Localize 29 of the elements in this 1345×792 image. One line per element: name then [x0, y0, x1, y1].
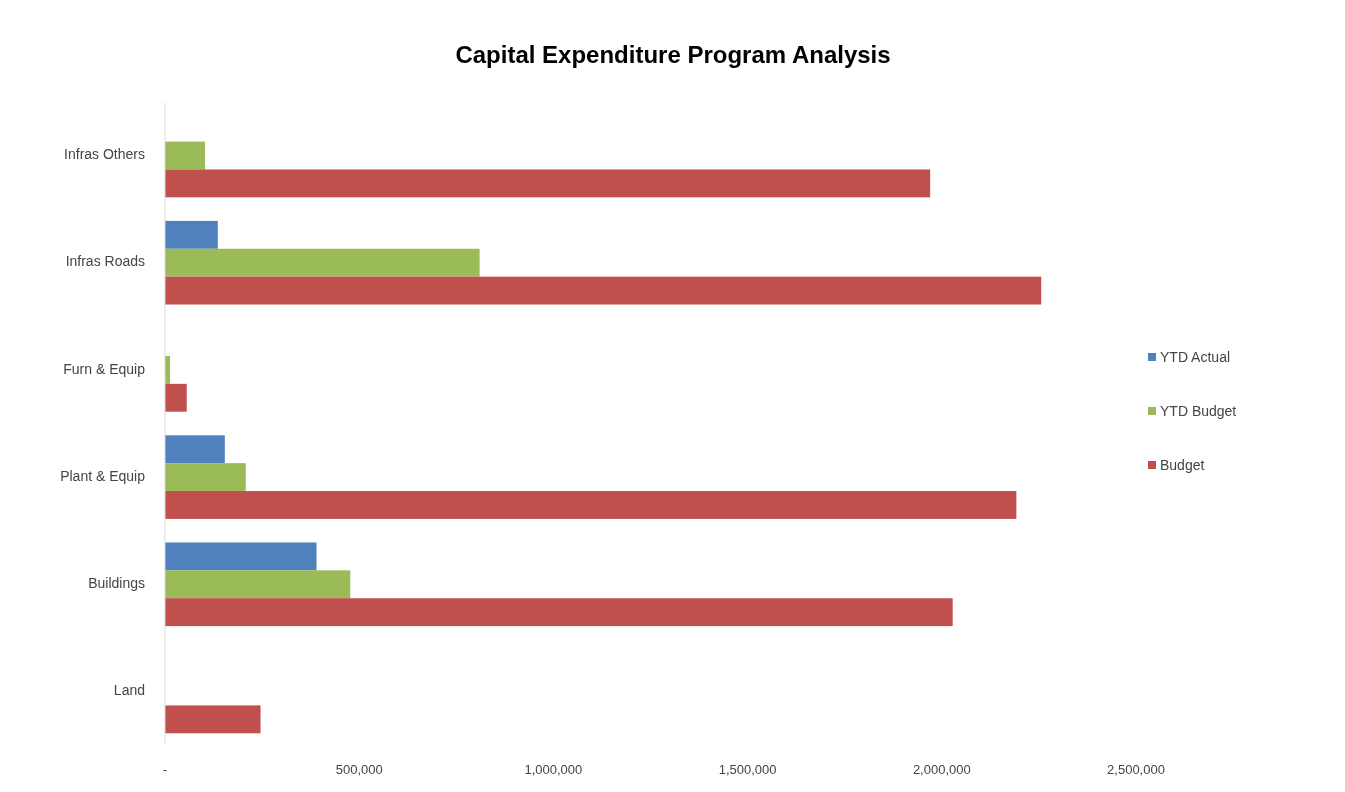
y-tick-label: Infras Others	[64, 146, 145, 163]
bar	[165, 276, 1042, 305]
x-tick-label: 1,500,000	[718, 762, 777, 777]
x-tick-label: 1,000,000	[524, 762, 583, 777]
bar	[165, 598, 953, 627]
chart-title: Capital Expenditure Program Analysis	[455, 41, 891, 68]
x-tick-label: -	[162, 762, 168, 777]
bar	[165, 491, 1017, 519]
bar	[165, 570, 351, 599]
bar	[165, 248, 480, 277]
bar	[165, 542, 317, 571]
y-tick-label: Buildings	[88, 574, 145, 591]
x-tick-label: 2,500,000	[1107, 762, 1165, 777]
bar	[165, 705, 261, 734]
x-tick-label: 2,000,000	[912, 762, 971, 777]
y-tick-label: Plant & Equip	[60, 467, 146, 484]
legend-label: Budget	[1160, 456, 1205, 473]
bar	[165, 169, 931, 198]
x-tick-label: 500,000	[335, 762, 383, 777]
y-tick-label: Infras Roads	[65, 253, 145, 270]
legend-label: YTD Actual	[1160, 348, 1231, 365]
legend-label: YTD Budget	[1160, 402, 1237, 419]
bar	[165, 383, 187, 412]
y-tick-label: Furn & Equip	[63, 360, 146, 377]
bar	[165, 220, 218, 249]
y-tick-label: Land	[113, 682, 145, 699]
bar	[165, 141, 206, 170]
bar	[165, 463, 246, 492]
bar	[165, 435, 225, 464]
